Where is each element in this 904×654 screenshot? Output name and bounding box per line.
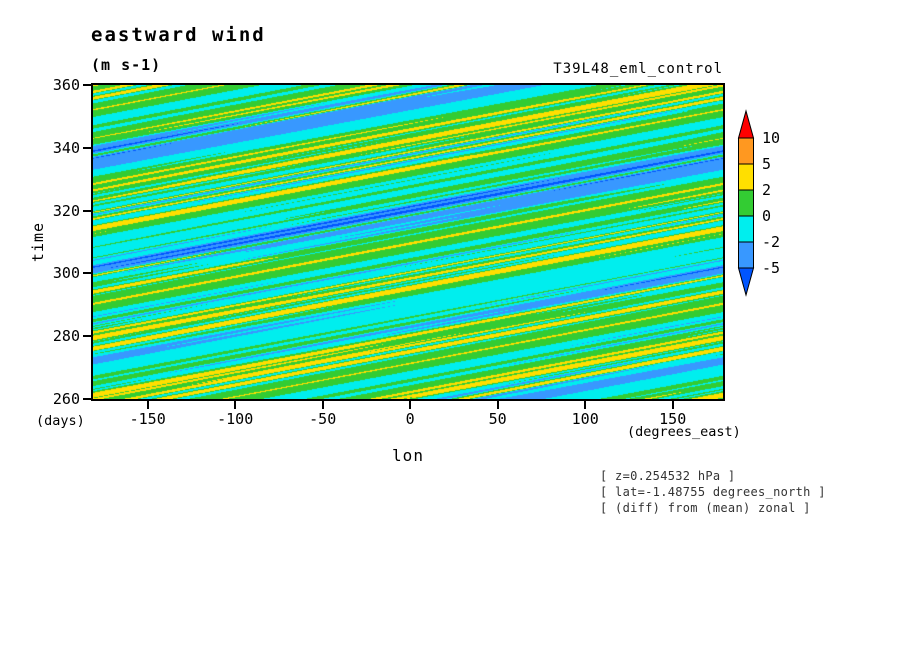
x-tick-label: -150 [129,410,166,428]
colorbar-segment [738,241,754,269]
y-tick-label: 360 [52,76,80,94]
y-axis-tick [83,398,91,400]
colorbar-tick-label: 0 [762,207,772,225]
x-tick-label: 0 [405,410,415,428]
x-tick-label: -50 [309,410,337,428]
colorbar-segment [738,189,754,217]
colorbar-tick-label: 10 [762,129,781,147]
colorbar-segment [738,215,754,243]
y-axis-tick [83,146,91,149]
annotation-diff-zonal: [ (diff) from (mean) zonal ] [600,501,811,515]
x-axis-title: lon [392,446,424,465]
x-axis-tick [584,401,587,409]
x-axis-units: (degrees_east) [627,424,741,440]
y-axis-tick [83,84,91,86]
chart-title: eastward wind [91,24,266,46]
colorbar-segment [738,137,754,165]
y-tick-label: 320 [52,201,80,220]
heatmap-canvas [93,85,723,399]
y-tick-label: 260 [52,390,80,408]
colorbar-tick-label: -2 [762,233,781,251]
y-tick-label: 340 [52,138,80,157]
x-tick-label: 100 [571,410,599,428]
annotation-latitude: [ lat=-1.48755 degrees_north ] [600,485,826,499]
y-tick-label: 300 [52,264,80,283]
y-axis-units: (days) [36,413,85,429]
x-axis-tick [671,401,674,409]
y-axis-title: time [29,221,47,263]
dataset-label: T39L48_eml_control [553,61,723,77]
annotation-z-level: [ z=0.254532 hPa ] [600,469,736,483]
colorbar-arrow-above-icon [737,109,755,139]
y-tick-label: 280 [52,327,80,346]
colorbar-tick-label: 5 [762,155,772,173]
x-tick-label: 150 [659,410,687,428]
colorbar-segment [738,163,754,191]
colorbar-arrow-below-icon [737,267,755,297]
x-axis-tick [146,401,149,409]
x-axis-tick [409,401,412,409]
y-axis-tick [83,272,91,275]
y-axis-tick [83,209,91,212]
x-tick-label: -100 [217,410,254,428]
colorbar-tick-label: -5 [762,259,781,277]
y-axis-tick [83,335,91,338]
x-axis-tick [321,401,324,409]
colorbar [737,109,755,297]
x-tick-label: 50 [488,410,507,428]
chart-units-label: (m s-1) [91,56,162,74]
x-axis-tick [234,401,237,409]
x-axis-tick [496,401,499,409]
colorbar-tick-label: 2 [762,181,772,199]
